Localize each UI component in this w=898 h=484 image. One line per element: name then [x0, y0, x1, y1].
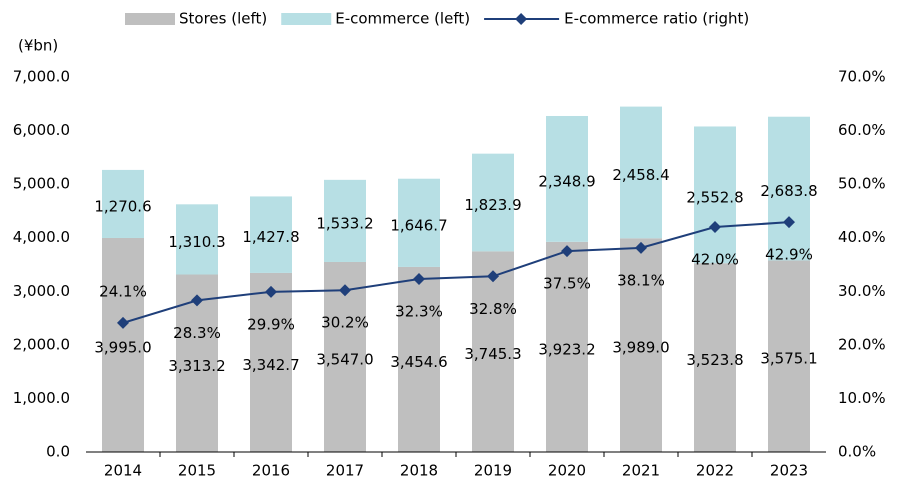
- legend-label: Stores (left): [179, 10, 267, 28]
- y2-tick-label: 40.0%: [838, 228, 886, 246]
- data-label: 32.3%: [395, 302, 443, 320]
- data-label: 28.3%: [173, 324, 221, 342]
- data-label: 3,923.2: [538, 340, 595, 358]
- bar-segment: [102, 237, 144, 452]
- ratio-marker: [709, 221, 721, 233]
- data-label: 3,313.2: [168, 357, 225, 375]
- x-tick-label: 2014: [104, 462, 142, 480]
- bar-segment: [546, 115, 588, 242]
- y-tick-label: 7,000.0: [13, 68, 70, 86]
- y2-tick-label: 50.0%: [838, 175, 886, 193]
- ratio-marker: [783, 216, 795, 229]
- data-label: 2,458.4: [612, 166, 669, 184]
- x-tick-label: 2019: [474, 462, 512, 480]
- y-tick-label: 1,000.0: [13, 389, 70, 407]
- y-tick-label: 4,000.0: [13, 228, 70, 246]
- data-label: 1,646.7: [390, 216, 447, 234]
- bar-segment: [472, 153, 514, 252]
- y2-tick-label: 10.0%: [838, 389, 886, 407]
- data-label: 3,342.7: [242, 356, 299, 374]
- y2-tick-label: 60.0%: [838, 121, 886, 139]
- ratio-line: [122, 221, 790, 324]
- ratio-marker: [635, 241, 647, 254]
- y-tick-label: 0.0: [46, 443, 70, 461]
- bar-segment: [472, 251, 514, 452]
- x-tick-label: 2017: [326, 462, 364, 480]
- unit-label: (¥bn): [18, 37, 58, 55]
- ratio-marker: [561, 245, 573, 258]
- bar-segment: [102, 169, 144, 238]
- data-label: 2,348.9: [538, 172, 595, 190]
- y-tick-label: 5,000.0: [13, 175, 70, 193]
- bar-segment: [694, 263, 736, 452]
- data-label: 3,547.0: [316, 350, 373, 368]
- data-label: 1,533.2: [316, 214, 373, 232]
- bar-segment: [398, 178, 440, 267]
- legend-marker: [515, 13, 528, 25]
- legend-label: E-commerce (left): [335, 10, 470, 28]
- data-label: 3,989.0: [612, 339, 669, 357]
- x-tick-label: 2018: [400, 462, 438, 480]
- bar-segment: [250, 272, 292, 452]
- x-tick-label: 2020: [548, 462, 586, 480]
- legend-label: E-commerce ratio (right): [564, 10, 749, 28]
- bar-segment: [398, 266, 440, 452]
- ratio-marker: [413, 272, 425, 285]
- y-tick-label: 2,000.0: [13, 335, 70, 353]
- data-label: 42.0%: [691, 251, 739, 269]
- bar-segment: [546, 241, 588, 452]
- data-label: 3,454.6: [390, 353, 447, 371]
- data-label: 30.2%: [321, 314, 369, 332]
- y2-tick-label: 70.0%: [838, 68, 886, 86]
- ratio-marker: [487, 270, 499, 283]
- y2-tick-label: 20.0%: [838, 335, 886, 353]
- data-label: 1,310.3: [168, 233, 225, 251]
- bar-segment: [694, 126, 736, 264]
- data-label: 3,745.3: [464, 345, 521, 363]
- x-tick-label: 2022: [696, 462, 734, 480]
- bar-segment: [324, 179, 366, 262]
- bar-segment: [620, 106, 662, 239]
- legend-swatch: [125, 13, 175, 25]
- data-label: 2,552.8: [686, 188, 743, 206]
- data-label: 42.9%: [765, 246, 813, 264]
- data-label: 1,823.9: [464, 196, 521, 214]
- data-label: 2,683.8: [760, 182, 817, 200]
- data-label: 37.5%: [543, 275, 591, 293]
- y-tick-label: 6,000.0: [13, 121, 70, 139]
- data-label: 29.9%: [247, 315, 295, 333]
- ratio-marker: [117, 316, 129, 329]
- legend-swatch: [281, 13, 332, 25]
- x-tick-label: 2015: [178, 462, 216, 480]
- bar-segment: [250, 196, 292, 273]
- bar-segment: [176, 204, 218, 275]
- ratio-marker: [265, 285, 277, 298]
- bar-segment: [768, 260, 810, 452]
- data-label: 3,523.8: [686, 351, 743, 369]
- bar-segment: [620, 238, 662, 452]
- data-label: 3,575.1: [760, 350, 817, 368]
- data-label: 24.1%: [99, 282, 147, 300]
- data-label: 38.1%: [617, 271, 665, 289]
- x-tick-label: 2021: [622, 462, 660, 480]
- data-label: 3,995.0: [94, 338, 151, 356]
- y-tick-label: 3,000.0: [13, 282, 70, 300]
- data-label: 32.8%: [469, 300, 517, 318]
- ratio-marker: [339, 284, 351, 297]
- data-label: 1,270.6: [94, 197, 151, 215]
- ratio-marker: [191, 294, 203, 307]
- x-tick-label: 2016: [252, 462, 290, 480]
- bar-segment: [768, 116, 810, 261]
- y2-tick-label: 0.0%: [838, 443, 876, 461]
- data-label: 1,427.8: [242, 228, 299, 246]
- x-tick-label: 2023: [770, 462, 808, 480]
- y2-tick-label: 30.0%: [838, 282, 886, 300]
